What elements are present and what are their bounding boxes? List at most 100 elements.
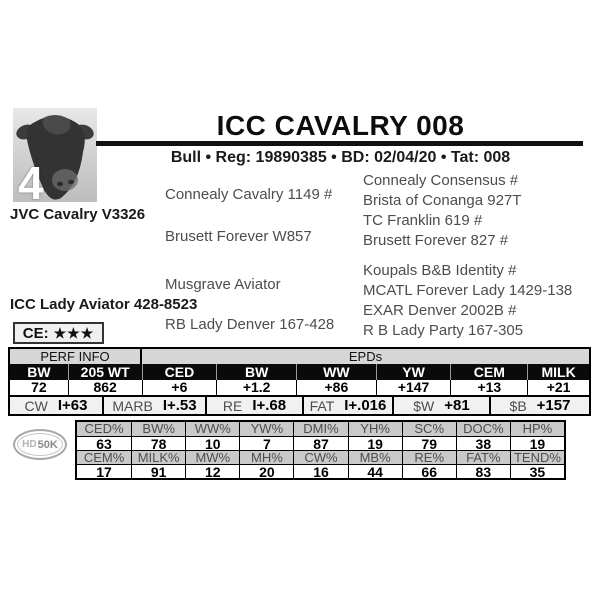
- pct-header: YH%: [347, 422, 402, 436]
- label-re: RE: [222, 397, 243, 414]
- pct-header: CW%: [293, 450, 348, 465]
- pct-header: FAT%: [455, 450, 510, 465]
- pct-value: 19: [509, 436, 564, 451]
- bull-silhouette-icon: [16, 115, 94, 200]
- cell-dollar-b: $B +157: [489, 397, 589, 414]
- pct-header: MB%: [347, 450, 402, 465]
- bull-photo: 4: [13, 108, 97, 202]
- pct-value: 78: [131, 436, 186, 451]
- cell-cw: CW I+63: [10, 397, 102, 414]
- pct-header: HP%: [509, 422, 564, 436]
- sire-ancestor-1: Connealy Consensus #: [363, 172, 519, 189]
- pct-value: 7: [239, 436, 294, 451]
- pct-header: MH%: [239, 450, 294, 465]
- dam-ancestor-1: Koupals B&B Identity #: [363, 262, 517, 279]
- pct-value: 91: [131, 464, 186, 479]
- pct-header: RE%: [401, 450, 456, 465]
- percentile-table: CED% BW% WW% YW% DMI% YH% SC% DOC% HP% 6…: [75, 420, 566, 480]
- title-underline: [96, 141, 583, 146]
- epd-group-header-row: PERF INFO EPDs: [10, 349, 589, 364]
- cell-fat: FAT I+.016: [302, 397, 392, 414]
- dam-ancestor-2: MCATL Forever Lady 1429-138: [363, 282, 573, 299]
- dam-ancestor-3: EXAR Denver 2002B #: [363, 302, 517, 319]
- pct-header: DOC%: [455, 422, 510, 436]
- hd50k-logo-icon: HD 50K: [13, 429, 67, 460]
- value-re: I+.68: [252, 397, 287, 414]
- ce-label: CE:: [22, 324, 49, 342]
- pct-header: WW%: [185, 422, 240, 436]
- value-dollar-w: +81: [444, 397, 470, 414]
- pct-header: SC%: [401, 422, 456, 436]
- page-title: ICC CAVALRY 008: [216, 110, 465, 141]
- hd50k-text-hd: HD: [22, 439, 37, 450]
- label-marb: MARB: [112, 397, 153, 414]
- pct-value: 44: [347, 464, 402, 479]
- sire-sire: Connealy Cavalry 1149 #: [165, 186, 333, 203]
- dam-sire: Musgrave Aviator: [165, 276, 281, 293]
- sire-ancestor-4: Brusett Forever 827 #: [363, 232, 509, 249]
- pct-value: 87: [293, 436, 348, 451]
- label-dollar-b: $B: [509, 397, 527, 414]
- label-cw: CW: [24, 397, 48, 414]
- col-header-cem: CEM: [450, 364, 527, 380]
- col-header-205wt: 205 WT: [67, 364, 142, 380]
- pct-value: 12: [185, 464, 240, 479]
- value-milk: +21: [527, 380, 589, 395]
- value-cw: I+63: [57, 397, 88, 414]
- label-dollar-w: $W: [413, 397, 435, 414]
- value-205wt: 862: [67, 380, 142, 395]
- sire-dam: Brusett Forever W857: [165, 228, 312, 245]
- carcass-epd-row: CW I+63 MARB I+.53 RE I+.68 FAT I+.016 $…: [10, 395, 589, 414]
- pct-header: MILK%: [131, 450, 186, 465]
- calving-ease-badge: CE: ★★★: [13, 322, 104, 344]
- cell-marb: MARB I+.53: [102, 397, 205, 414]
- pct-value: 38: [455, 436, 510, 451]
- pct-value: 10: [185, 436, 240, 451]
- pct-header: CEM%: [77, 450, 132, 465]
- cell-dollar-w: $W +81: [392, 397, 489, 414]
- value-marb: I+.53: [162, 397, 197, 414]
- col-header-ced: CED: [141, 364, 217, 380]
- pct-value: 17: [77, 464, 132, 479]
- sire-ancestor-3: TC Franklin 619 #: [363, 212, 483, 229]
- dam-dam: RB Lady Denver 167-428: [165, 316, 335, 333]
- pct-value: 19: [347, 436, 402, 451]
- pct-header: DMI%: [293, 422, 348, 436]
- epd-table: PERF INFO EPDs BW 205 WT CED BW WW YW CE…: [8, 347, 591, 416]
- value-fat: I+.016: [344, 397, 387, 414]
- pct-value: 20: [239, 464, 294, 479]
- label-fat: FAT: [309, 397, 335, 414]
- pct-header: YW%: [239, 422, 294, 436]
- ce-star-rating: ★★★: [53, 324, 95, 341]
- value-bw: 72: [31, 379, 47, 395]
- value-dollar-b: +157: [536, 397, 571, 414]
- perf-info-group-header: PERF INFO: [10, 349, 142, 364]
- animal-subtitle: Bull • Reg: 19890385 • BD: 02/04/20 • Ta…: [170, 149, 511, 166]
- value-yw: +147: [375, 380, 451, 395]
- hd50k-text-50k: 50K: [37, 438, 58, 451]
- sire-name: JVC Cavalry V3326: [10, 206, 146, 223]
- pct-header: TEND%: [509, 450, 564, 465]
- pct-header: CED%: [77, 422, 132, 436]
- pct-value: 16: [293, 464, 348, 479]
- pct-value: 83: [455, 464, 510, 479]
- col-header-milk: MILK: [527, 364, 589, 380]
- lot-number: 4: [18, 157, 44, 202]
- dam-name: ICC Lady Aviator 428-8523: [10, 296, 198, 313]
- col-header-bw-epd: BW: [216, 364, 296, 380]
- pct-header: MW%: [185, 450, 240, 465]
- pct-value: 66: [401, 464, 456, 479]
- dam-ancestor-4: R B Lady Party 167-305: [363, 322, 524, 339]
- pct-value: 35: [509, 464, 564, 479]
- col-header-yw: YW: [375, 364, 451, 380]
- sire-ancestor-2: Brista of Conanga 927T: [363, 192, 522, 209]
- value-ced: +6: [141, 380, 217, 395]
- col-header-ww: WW: [296, 364, 376, 380]
- epd-column-header-row: BW 205 WT CED BW WW YW CEM MILK: [10, 364, 589, 380]
- epds-group-header: EPDs: [348, 349, 383, 364]
- pct-value: 79: [401, 436, 456, 451]
- value-cem: +13: [450, 380, 527, 395]
- value-ww: +86: [296, 380, 376, 395]
- col-header-bw: BW: [27, 364, 51, 380]
